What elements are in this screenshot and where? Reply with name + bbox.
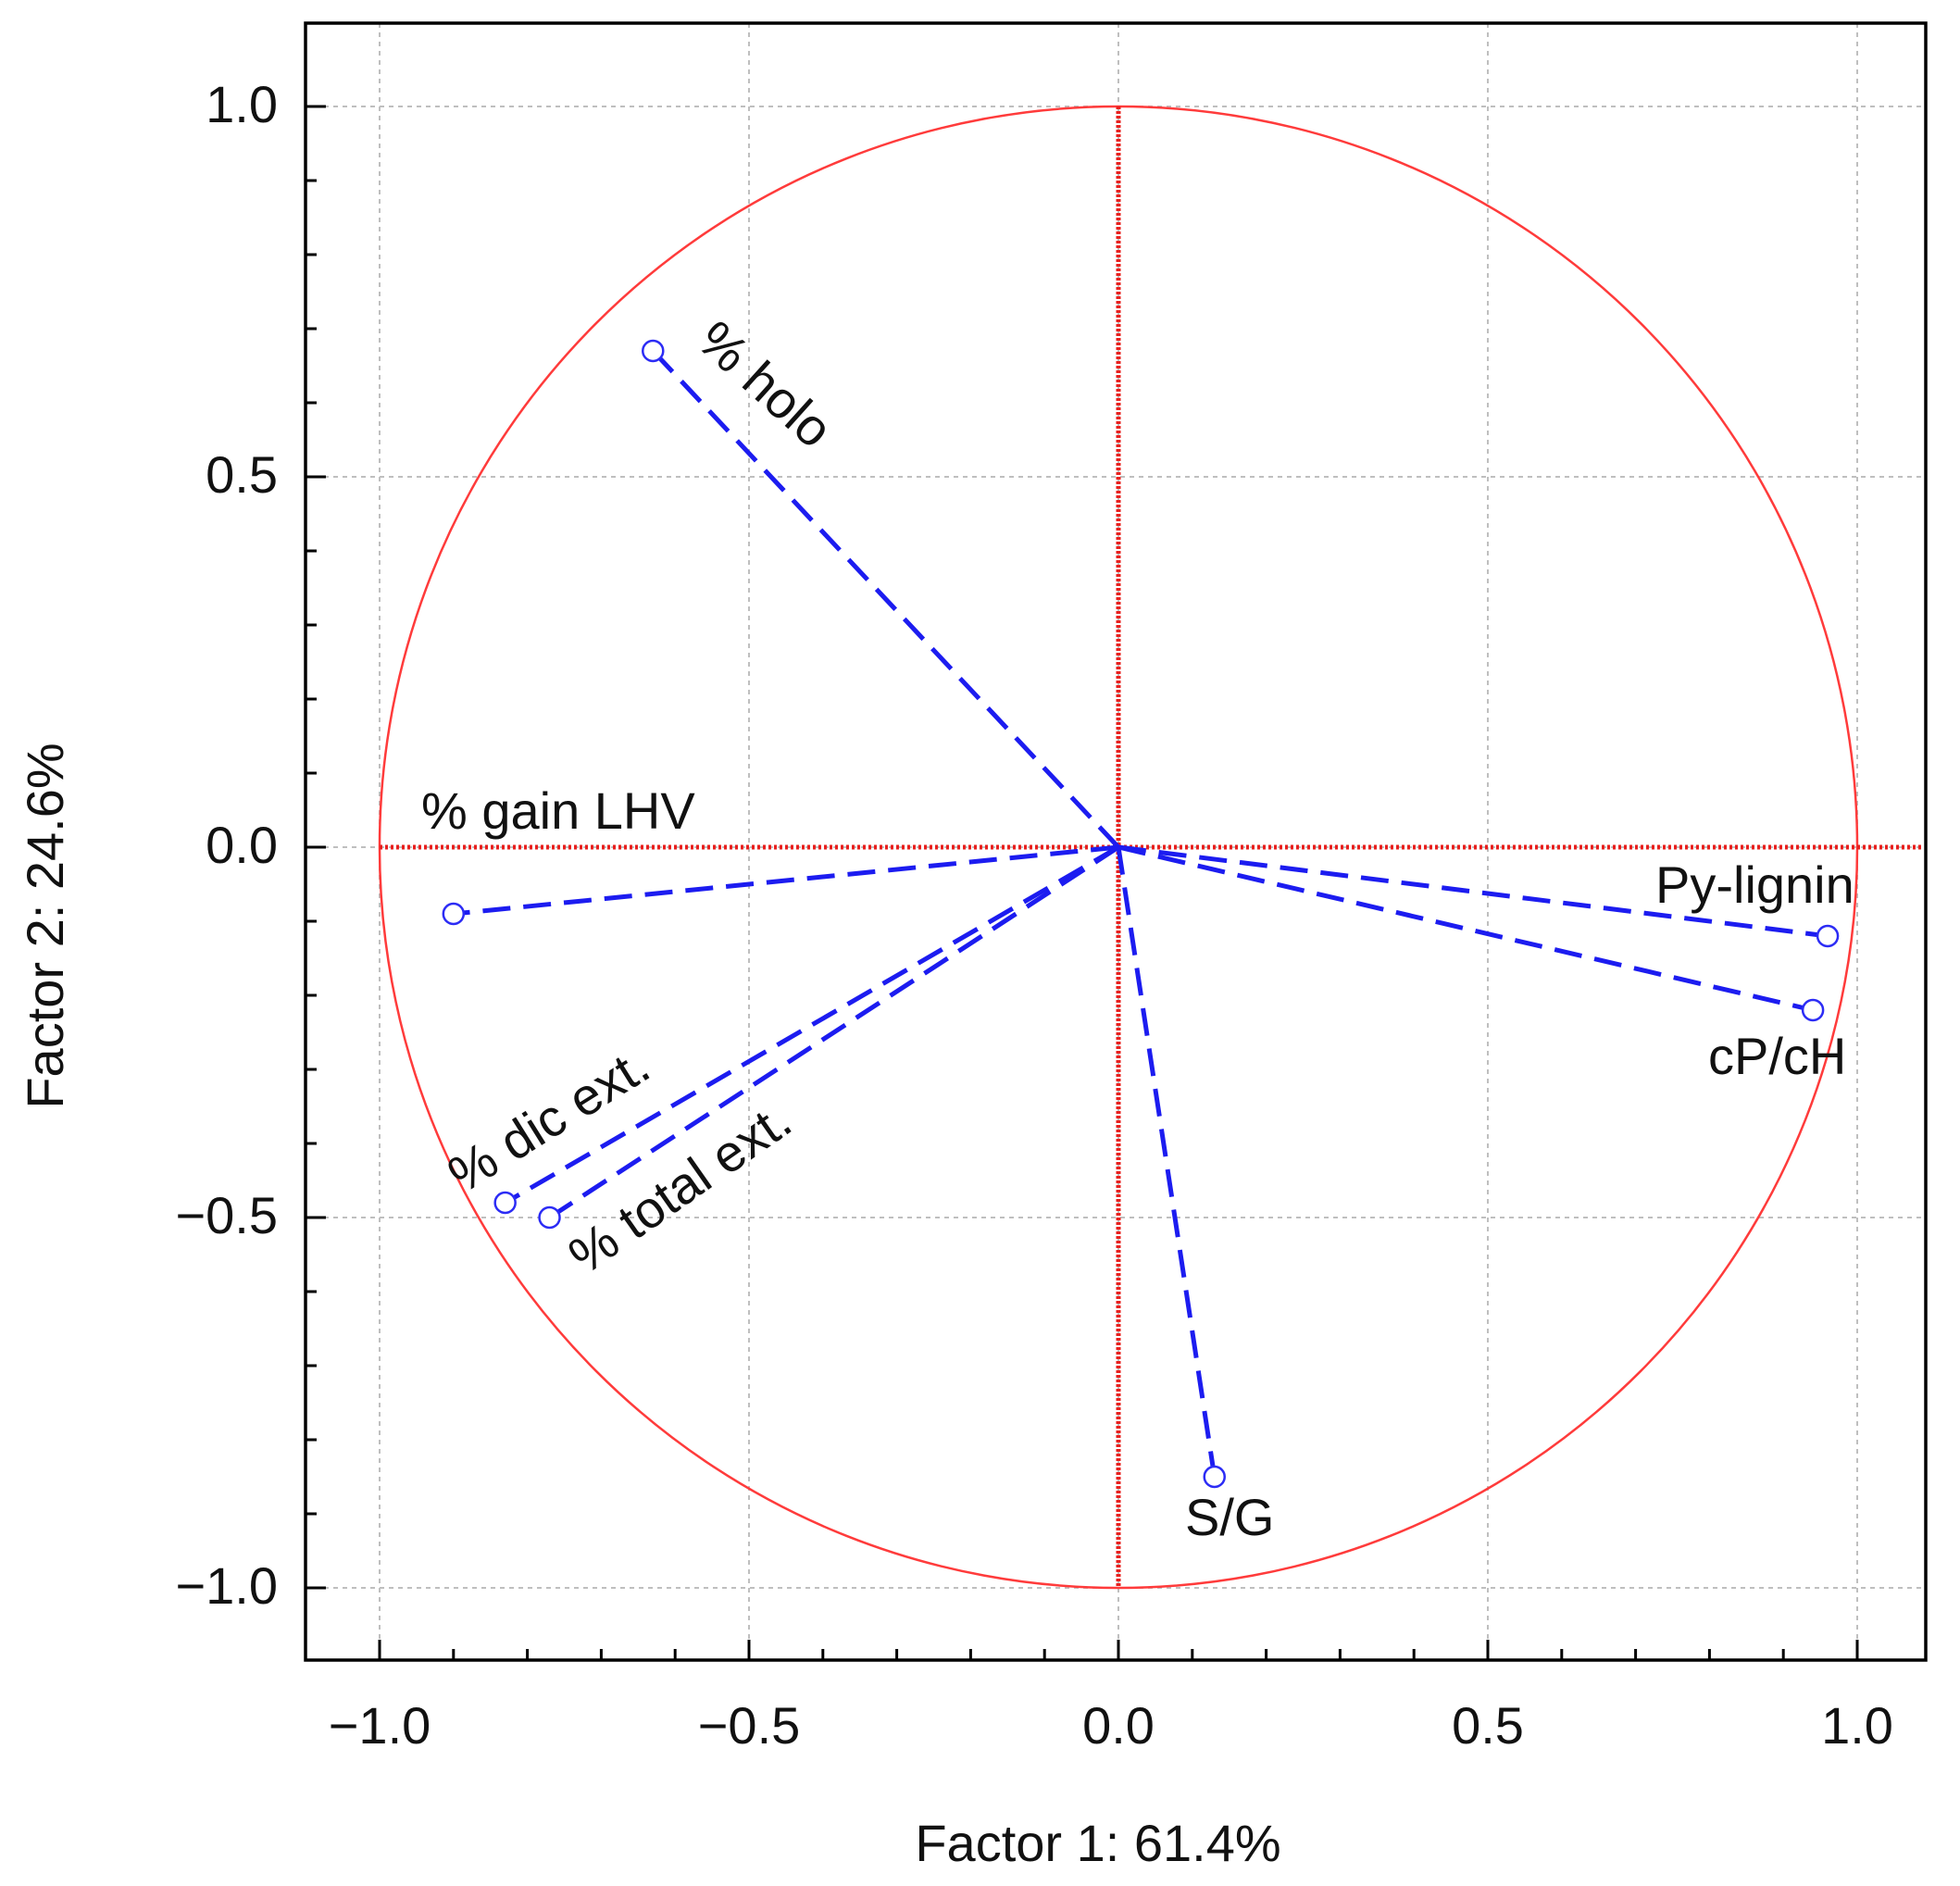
loading-markers (442, 339, 1840, 1489)
x-tick-label: −0.5 (698, 1696, 801, 1755)
var-label-holo: % holo (687, 309, 843, 458)
y-tick-label: −0.5 (175, 1186, 278, 1244)
var-label-gain-lhv: % gain LHV (421, 781, 695, 840)
loading-point-cp-ch (1801, 998, 1825, 1022)
axis-ticks (306, 105, 1859, 1660)
x-tick-label: 0.0 (1082, 1696, 1155, 1755)
y-tick-label: 0.5 (206, 445, 278, 504)
x-tick-label: 1.0 (1821, 1696, 1893, 1755)
y-tick-labels: 1.0 0.5 0.0 −0.5 −1.0 (175, 75, 278, 1615)
loading-vector-py-lignin (1117, 844, 1829, 939)
loading-point-py-lignin (1816, 924, 1840, 948)
variable-labels: % holo % gain LHV % dic ext. % total ext… (421, 309, 1854, 1546)
x-tick-labels: −1.0 −0.5 0.0 0.5 1.0 (329, 1696, 1893, 1755)
loading-vector-s-g (1116, 846, 1217, 1478)
loading-point-s-g (1203, 1465, 1226, 1489)
y-tick-label: −1.0 (175, 1556, 278, 1615)
plot-frame (304, 21, 1928, 1662)
x-tick-label: 0.5 (1452, 1696, 1524, 1755)
var-label-sg: S/G (1185, 1488, 1274, 1546)
x-axis-title: Factor 1: 61.4% (915, 1814, 1280, 1872)
x-tick-label: −1.0 (329, 1696, 431, 1755)
loading-vector-cp-ch (1117, 844, 1814, 1013)
loading-point-dic-ext (493, 1191, 517, 1215)
loading-point-total-ext (538, 1205, 561, 1230)
var-label-cp-ch: cP/cH (1708, 1027, 1846, 1085)
loading-vector-gain-lhv (453, 844, 1119, 917)
y-axis-title: Factor 2: 24.6% (16, 743, 74, 1108)
var-label-py-lignin: Py-lignin (1655, 856, 1854, 914)
plot-border (304, 21, 1928, 1662)
loading-vector-holo (651, 349, 1120, 849)
y-tick-label: 0.0 (206, 816, 278, 874)
loading-vectors (453, 349, 1829, 1478)
loading-vector-total-ext (548, 844, 1120, 1220)
loading-point-gain-lhv (442, 902, 466, 926)
loading-point-holo (642, 339, 665, 363)
y-tick-label: 1.0 (206, 75, 278, 133)
loading-vector-dic-ext (504, 844, 1120, 1205)
